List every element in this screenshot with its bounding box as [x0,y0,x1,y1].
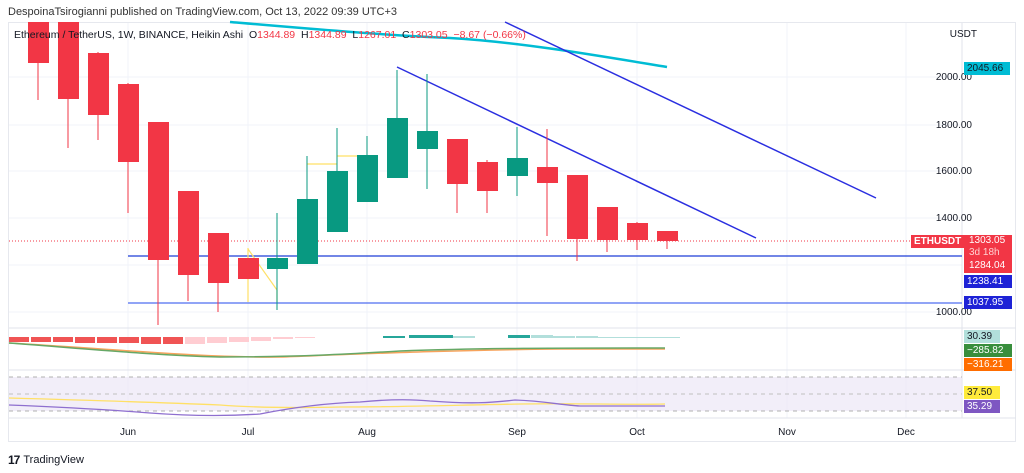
level-1238-tag: 1238.41 [964,275,1012,288]
low-value: 1267.01 [358,29,397,41]
time-label-aug: Aug [358,427,376,438]
close-label: C [402,29,410,41]
time-label-oct: Oct [629,427,645,438]
open-label: O [249,29,258,41]
trendline-upper [504,21,877,199]
time-label-dec: Dec [897,427,915,438]
time-label-jul: Jul [241,427,255,438]
open-value: 1344.89 [257,29,296,41]
macd-histogram-tag: 30.39 [964,330,1000,343]
rsi-line [8,398,665,417]
chart-legend: Ethereum / TetherUS, 1W, BINANCE, Heikin… [14,29,526,41]
symbol-tag: ETHUSDT [911,235,965,248]
symbol-title: Ethereum / TetherUS, 1W, BINANCE, Heikin… [14,29,244,41]
footer[interactable]: 17 TradingView [8,453,84,467]
tradingview-logo-icon: 17 [8,453,20,467]
price-tick: 1600.00 [935,166,972,177]
rsi-ma-tag: 37.50 [964,386,1000,399]
price-tick: 1000.00 [935,307,972,318]
publisher-line: DespoinaTsirogianni published on Trading… [8,6,398,18]
chart-frame[interactable] [8,22,1016,442]
macd-line-tag: −285.82 [964,344,1012,357]
last-price-value: 1303.05 [969,235,1006,246]
bar-countdown: 3d 18h [969,247,1000,258]
time-label-jun: Jun [119,427,137,438]
low-label: L [352,29,359,41]
currency-label: USDT [949,29,977,40]
trendline-lower [396,66,757,239]
ma-price-tag: 2045.66 [964,62,1010,75]
last-price-tag: 1303.05 3d 18h 1284.04 [964,235,1012,273]
level-1284-value: 1284.04 [969,260,1006,271]
high-value: 1344.89 [308,29,347,41]
candles [28,22,678,325]
high-label: H [300,29,309,41]
time-label-sep: Sep [508,427,526,438]
macd-line [8,342,666,358]
moving-average-line [229,20,668,69]
rsi-value-tag: 35.29 [964,400,1000,413]
brand-name[interactable]: TradingView [23,454,84,466]
macd-signal-tag: −316.21 [964,358,1012,371]
price-tick: 2000.00 [935,72,972,83]
price-tick: 1800.00 [935,120,972,131]
macd-histogram [9,335,680,344]
rsi-ma-line [8,397,666,409]
level-1038-tag: 1037.95 [964,296,1012,309]
time-label-nov: Nov [778,427,796,438]
close-value: 1303.05 [409,29,448,41]
change-value: −8.67 (−0.66%) [453,29,526,41]
price-tick: 1400.00 [935,213,972,224]
